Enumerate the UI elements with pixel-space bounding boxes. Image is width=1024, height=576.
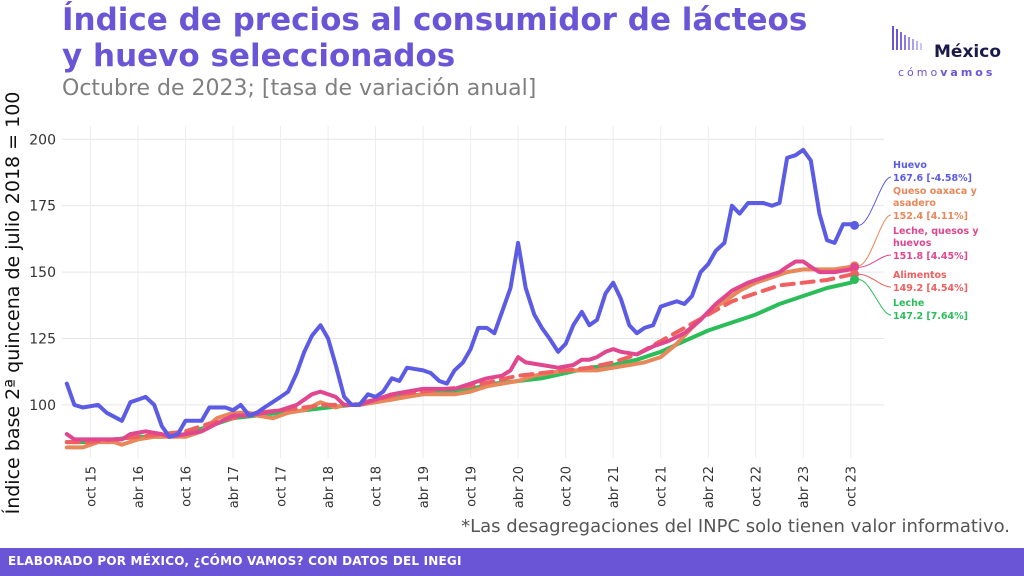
x-tick-label: abr 18 (322, 466, 337, 508)
x-tick-label: abr 23 (797, 466, 812, 508)
series-leader-line (858, 176, 892, 226)
series-line (64, 147, 857, 439)
footer-bar: ELABORADO POR MÉXICO, ¿CÓMO VAMOS? CON D… (0, 548, 1024, 576)
brand-logo: México cómovamos (886, 20, 1006, 90)
series-line (64, 259, 857, 442)
logo-tag-light: cómo (898, 66, 941, 79)
x-tick-label: abr 16 (132, 466, 147, 508)
series-leader-line (858, 273, 892, 288)
logo-bars-icon (892, 26, 922, 50)
y-tick-label: 150 (29, 265, 56, 281)
y-tick-label: 200 (29, 132, 56, 148)
footnote: *Las desagregaciones del INPC solo tiene… (461, 516, 1010, 537)
series-label-name: Alimentos (893, 270, 947, 281)
series-endpoint (850, 220, 860, 230)
x-tick-label: abr 21 (607, 466, 622, 508)
y-tick-label: 125 (29, 331, 56, 347)
series-label-value: 147.2 [7.64%] (893, 311, 968, 322)
x-tick-label: oct 17 (275, 466, 290, 507)
y-tick-label: 175 (29, 199, 56, 215)
logo-wordmark: México (934, 42, 1001, 62)
logo-tag-bold: vamos (940, 66, 996, 79)
x-tick-label: oct 15 (85, 466, 100, 507)
series-leader-line (858, 254, 892, 268)
x-tick-label: oct 21 (655, 466, 670, 507)
series-label-name: Huevo (893, 160, 927, 171)
series-line (64, 272, 857, 445)
series-label-name: Queso oaxaca y asadero (893, 186, 978, 209)
x-tick-label: abr 22 (702, 466, 717, 508)
y-tick-label: 100 (29, 398, 56, 414)
footer-credit: ELABORADO POR MÉXICO, ¿CÓMO VAMOS? CON D… (8, 554, 462, 568)
chart-title: Índice de precios al consumidor de lácte… (62, 2, 808, 74)
x-tick-label: abr 19 (417, 466, 432, 508)
x-tick-label: abr 17 (227, 466, 242, 508)
series-endpoint (850, 262, 860, 272)
x-tick-label: oct 18 (370, 466, 385, 507)
x-tick-label: oct 19 (465, 466, 480, 507)
line-chart: 100 125 150 175 200 oct 15 abr 16 oct 16 abr 17 o… (29, 126, 979, 508)
chart-subtitle: Octubre de 2023; [tasa de variación anua… (62, 76, 537, 101)
series-label-value: 167.6 [-4.58%] (893, 173, 972, 184)
series-label-value: 151.8 [4.45%] (893, 251, 968, 262)
series-leader-line (858, 279, 892, 316)
x-tick-label: oct 23 (845, 466, 860, 507)
series-leader-line (858, 214, 892, 267)
series-endpoint (850, 275, 860, 285)
x-tick-label: abr 20 (512, 466, 527, 508)
series-label-value: 149.2 [4.54%] (893, 283, 968, 294)
x-tick-label: oct 22 (750, 466, 765, 507)
series-line (64, 277, 857, 445)
logo-tagline: cómovamos (898, 66, 995, 79)
series-label-name: Leche, quesos y huevos (893, 226, 979, 249)
x-tick-label: oct 16 (180, 466, 195, 507)
x-tick-label: oct 20 (560, 466, 575, 507)
series-label-value: 152.4 [4.11%] (893, 211, 968, 222)
series-label-name: Leche (893, 298, 924, 309)
